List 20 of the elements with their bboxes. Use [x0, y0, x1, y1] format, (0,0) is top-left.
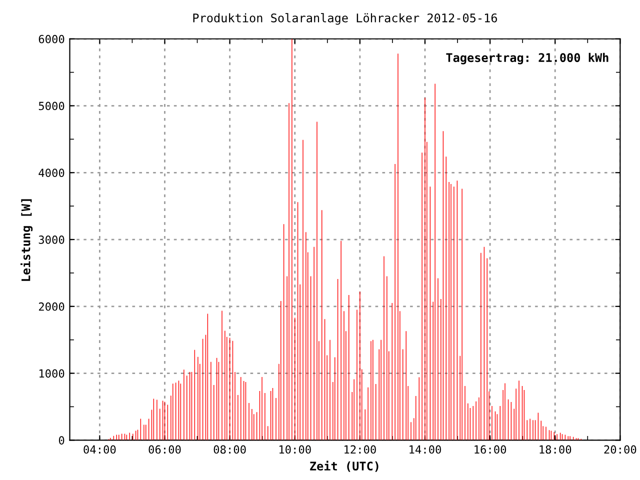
- y-tick-label: 4000: [38, 168, 64, 178]
- x-tick-label: 12:00: [344, 445, 376, 454]
- x-tick-label: 20:00: [604, 445, 636, 454]
- x-tick-label: 16:00: [474, 445, 506, 454]
- x-tick-label: 10:00: [279, 445, 311, 454]
- x-tick-label: 08:00: [214, 445, 246, 454]
- x-tick-label: 18:00: [540, 445, 572, 454]
- annotation: Tagesertrag: 21.000 kWh: [446, 52, 608, 64]
- x-tick-label: 06:00: [148, 445, 181, 454]
- x-tick-label: 14:00: [410, 445, 441, 454]
- y-tick-label: 5000: [38, 102, 64, 110]
- y-tick-label: 0: [58, 436, 64, 445]
- x-axis-title: Zeit (UTC): [310, 460, 378, 472]
- y-tick-label: 6000: [38, 34, 64, 44]
- chart-title: Produktion Solaranlage Löhracker 2012-05-16: [193, 13, 498, 25]
- y-tick-label: 2000: [38, 302, 64, 311]
- y-axis-title: Leistung [W]: [20, 199, 33, 281]
- y-tick-label: 3000: [38, 236, 64, 244]
- x-tick-label: 04:00: [84, 445, 116, 454]
- y-tick-label: 1000: [39, 369, 64, 378]
